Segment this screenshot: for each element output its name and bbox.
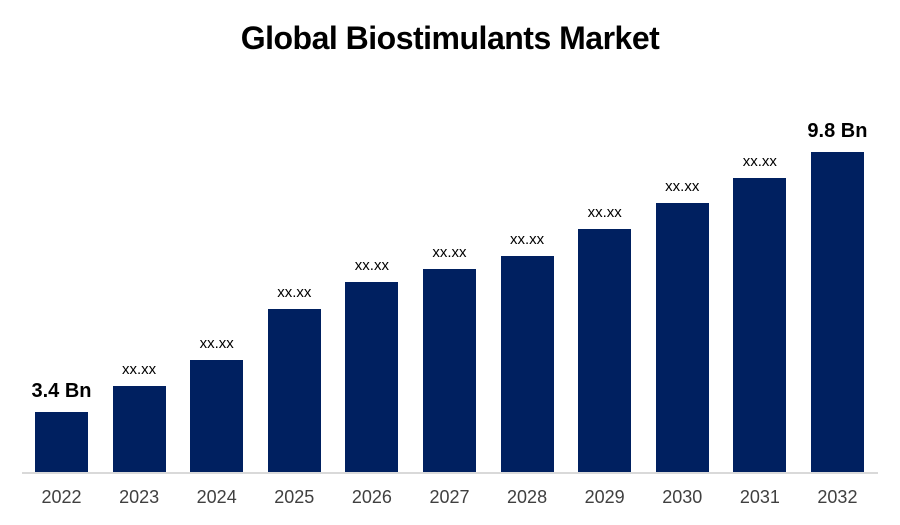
bar	[733, 178, 787, 472]
bar	[655, 203, 709, 472]
bar-value-label: xx.xx	[665, 178, 700, 195]
x-tick-label: 2029	[584, 487, 625, 507]
bar	[810, 152, 864, 472]
x-tick-label: 2025	[274, 487, 315, 507]
bar-group-2023: xx.xx	[112, 361, 166, 472]
bar-group-2024: xx.xx	[190, 335, 244, 472]
bar-value-label: xx.xx	[432, 244, 467, 261]
bar-value-label: 9.8 Bn	[807, 120, 868, 142]
bar-value-label: xx.xx	[277, 284, 312, 301]
x-tick-label: 2026	[351, 487, 392, 507]
bar-value-label: xx.xx	[354, 257, 389, 274]
bar-value-label: xx.xx	[509, 231, 545, 248]
bar-group-2028: xx.xx	[500, 231, 554, 472]
bar-group-2029: xx.xx	[578, 204, 632, 472]
x-tick-label: 2028	[507, 487, 548, 507]
bar-group-2030: xx.xx	[655, 178, 709, 472]
x-tick-label: 2030	[662, 487, 703, 507]
bar-value-label: xx.xx	[122, 361, 157, 378]
bar-value-label: xx.xx	[742, 153, 777, 170]
bar-group-2027: xx.xx	[422, 244, 476, 472]
bar-value-label: xx.xx	[587, 204, 622, 221]
bars-row: 3.4 Bn xx.xx xx.xx xx.xx xx.xx xx.xx xx.xx xx.x…	[31, 112, 867, 472]
bar-value-label: xx.xx	[199, 335, 234, 352]
x-tick-label: 2024	[196, 487, 237, 507]
x-tick-label: 2031	[739, 487, 780, 507]
bar-group-2025: xx.xx	[267, 284, 321, 472]
bar-group-2022: 3.4 Bn	[31, 381, 92, 472]
x-tick-label: 2027	[429, 487, 470, 507]
bar	[422, 269, 476, 472]
bar-group-2026: xx.xx	[345, 257, 399, 472]
bar	[190, 360, 244, 472]
bar	[345, 282, 399, 472]
x-axis-line	[22, 472, 878, 474]
bar	[578, 229, 632, 472]
x-tick-label: 2032	[817, 487, 858, 507]
x-tick-label: 2022	[41, 487, 82, 507]
x-axis-labels: 2022 2023 2024 2025 2026 2027 2028 2029 2030 2031…	[35, 487, 864, 509]
bar-value-label: 3.4 Bn	[31, 380, 92, 402]
bar	[500, 256, 554, 472]
bar-group-2031: xx.xx	[733, 153, 787, 472]
bar	[267, 309, 321, 472]
bar-group-2032: 9.8 Bn	[807, 121, 867, 472]
chart-title: Global Biostimulants Market	[240, 20, 660, 56]
bar	[112, 386, 166, 472]
bar	[35, 412, 88, 472]
x-tick-label: 2023	[119, 487, 160, 507]
